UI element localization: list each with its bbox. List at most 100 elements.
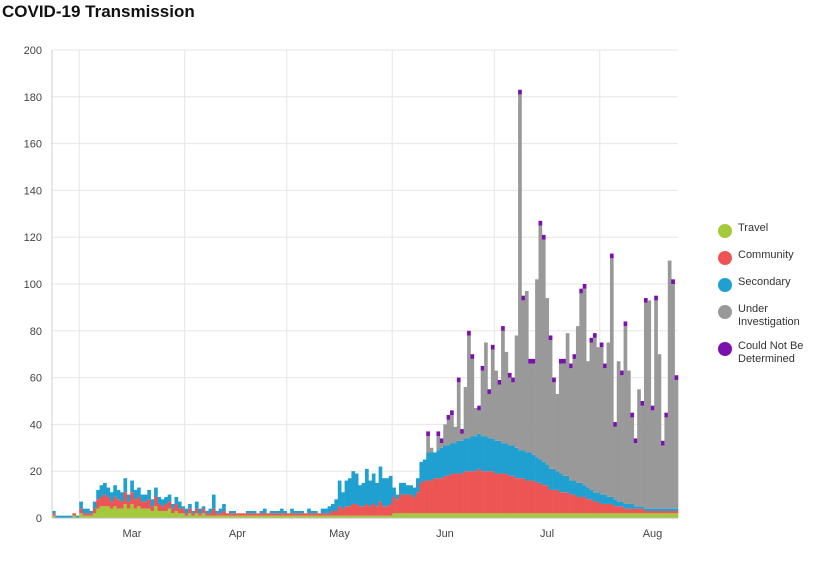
bar-segment-0 [371, 515, 376, 518]
bar-segment-3 [467, 335, 471, 439]
bar-segment-2 [354, 473, 359, 504]
bar-segment-1 [130, 492, 134, 504]
bar-segment-0 [303, 515, 308, 518]
bar-segment-0 [436, 513, 441, 518]
bar-segment-0 [109, 508, 114, 518]
bar-segment-2 [245, 510, 250, 514]
bar-segment-0 [592, 513, 597, 518]
bar-segment-0 [300, 515, 305, 518]
bar-segment-3 [582, 288, 587, 486]
bar-segment-2 [218, 508, 223, 514]
bar-segment-2 [548, 468, 553, 490]
bar-segment-1 [133, 499, 138, 509]
y-tick-label: 140 [24, 185, 42, 197]
bar-segment-3 [490, 349, 495, 439]
legend-item[interactable]: Secondary [718, 276, 826, 292]
bar-segment-2 [320, 508, 325, 514]
bar-segment-3 [555, 393, 560, 472]
bar-segment-1 [467, 471, 471, 514]
bar-segment-0 [225, 515, 230, 518]
bar-segment-0 [375, 515, 379, 518]
bar-segment-2 [55, 515, 60, 518]
bar-segment-2 [116, 489, 121, 500]
bar-segment-2 [106, 487, 111, 497]
bar-segment-0 [528, 513, 532, 518]
bar-segment-0 [463, 513, 468, 518]
bar-segment-0 [245, 515, 250, 518]
bar-segment-2 [572, 480, 577, 495]
bar-segment-0 [613, 513, 618, 518]
bar-segment-0 [273, 515, 277, 518]
bar-segment-3 [630, 417, 635, 504]
bar-segment-1 [157, 503, 162, 511]
bar-segment-1 [296, 513, 301, 516]
bar-segment-1 [582, 496, 587, 514]
bar-segment-1 [276, 513, 281, 516]
bar-segment-0 [208, 515, 213, 518]
bar-segment-3 [616, 361, 621, 502]
bar-segment-1 [643, 510, 648, 514]
bar-segment-1 [477, 468, 481, 514]
bar-segment-1 [657, 510, 662, 514]
bar-segment-4 [436, 431, 441, 437]
bar-segment-2 [446, 445, 451, 476]
bar-segment-0 [286, 515, 291, 518]
legend-item[interactable]: Community [718, 249, 826, 265]
bar-segment-4 [613, 422, 618, 427]
bar-segment-1 [79, 508, 83, 514]
bar-segment-0 [531, 513, 536, 518]
bar-segment-4 [674, 375, 679, 380]
bar-segment-3 [473, 408, 478, 437]
bar-segment-2 [222, 503, 226, 511]
bar-segment-1 [616, 506, 621, 514]
bar-segment-2 [596, 492, 601, 502]
bar-segment-0 [113, 506, 117, 518]
bar-segment-1 [463, 471, 468, 514]
bar-segment-2 [531, 454, 536, 481]
bar-segment-3 [626, 370, 631, 504]
bar-segment-0 [327, 515, 332, 518]
bar-segment-1 [123, 492, 128, 504]
bar-segment-0 [211, 515, 216, 518]
bar-segment-0 [487, 513, 492, 518]
bar-segment-0 [347, 515, 352, 518]
x-tick-label: Mar [122, 528, 141, 540]
bar-segment-1 [589, 499, 594, 514]
bar-segment-2 [215, 510, 219, 514]
legend-swatch [718, 278, 732, 292]
legend-item[interactable]: Travel [718, 222, 826, 238]
bar-segment-1 [174, 503, 179, 511]
bar-segment-1 [225, 513, 230, 516]
bar-segment-0 [351, 515, 356, 518]
bar-segment-4 [507, 372, 512, 378]
bar-segment-2 [358, 485, 362, 507]
bar-segment-3 [575, 326, 580, 483]
bar-segment-4 [480, 365, 485, 371]
bar-segment-0 [235, 515, 240, 518]
legend-item[interactable]: Under Investigation [718, 303, 826, 329]
bar-segment-2 [463, 438, 468, 472]
bar-segment-0 [412, 513, 417, 518]
bar-segment-1 [603, 503, 607, 514]
bar-segment-1 [205, 513, 209, 516]
bar-segment-1 [599, 503, 604, 514]
x-tick-label: Jul [540, 528, 554, 540]
bar-segment-2 [558, 473, 563, 493]
legend-item[interactable]: Could Not Be Determined [718, 340, 826, 366]
bar-segment-1 [555, 489, 560, 514]
bar-segment-1 [191, 513, 196, 516]
bar-segment-1 [106, 496, 111, 507]
bar-segment-2 [290, 508, 294, 514]
bar-segment-2 [528, 452, 532, 481]
bar-segment-1 [620, 506, 624, 514]
bar-segment-2 [586, 487, 590, 500]
bar-segment-1 [232, 513, 237, 516]
bar-segment-0 [674, 513, 679, 518]
bar-segment-1 [150, 506, 155, 511]
x-tick-label: Apr [229, 528, 246, 540]
bar-segment-1 [317, 513, 322, 516]
bar-segment-1 [514, 478, 519, 514]
bar-segment-0 [126, 508, 131, 518]
bar-segment-0 [470, 513, 475, 518]
bar-segment-3 [524, 291, 529, 453]
